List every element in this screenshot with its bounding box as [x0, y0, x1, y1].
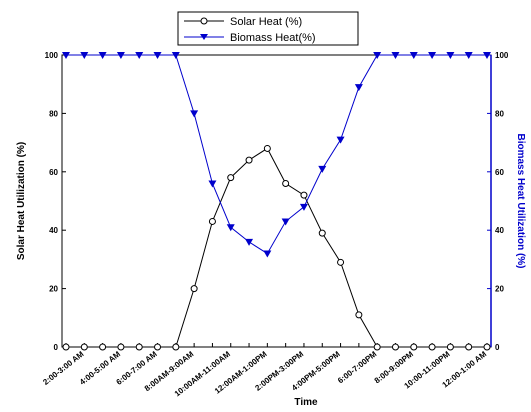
biomass-data-point — [446, 52, 455, 59]
x-axis-title: Time — [294, 397, 318, 408]
right-y-tick-label: 60 — [495, 168, 504, 177]
biomass-data-point — [116, 52, 125, 59]
right-y-tick-label: 20 — [495, 285, 504, 294]
series-line-solar — [66, 147, 487, 348]
solar-data-point — [428, 343, 436, 351]
biomass-data-point — [263, 250, 272, 258]
solar-data-point — [135, 343, 143, 351]
solar-data-point — [62, 343, 70, 351]
solar-data-point — [245, 156, 253, 164]
biomass-data-point — [135, 52, 144, 59]
legend: Solar Heat (%) Biomass Heat(%) — [177, 11, 359, 46]
biomass-data-point — [464, 52, 473, 59]
legend-biomass-label: Biomass Heat(%) — [230, 32, 316, 44]
right-y-tick-label: 40 — [495, 226, 504, 235]
biomass-data-point — [153, 52, 162, 59]
biomass-data-point — [98, 52, 107, 59]
biomass-data-point — [245, 238, 254, 246]
biomass-data-point — [409, 52, 418, 59]
right-y-tick-label: 80 — [495, 109, 504, 118]
biomass-data-point — [171, 52, 180, 59]
biomass-data-point — [336, 136, 345, 144]
plot-frame — [61, 54, 492, 348]
solar-data-point — [227, 174, 235, 182]
solar-data-point — [465, 343, 473, 351]
solar-data-point — [99, 343, 107, 351]
legend-box — [177, 11, 359, 46]
biomass-data-point — [208, 180, 217, 188]
biomass-data-point — [80, 52, 89, 59]
solar-data-point — [172, 343, 180, 351]
legend-solar-marker-icon — [200, 17, 208, 25]
solar-data-point — [154, 343, 162, 351]
biomass-data-point — [373, 52, 382, 59]
solar-data-point — [117, 343, 125, 351]
left-y-axis-title: Solar Heat Utilization (%) — [16, 142, 27, 260]
series-line-biomass — [66, 54, 487, 255]
biomass-data-point — [354, 84, 363, 92]
left-y-tick-label: 80 — [49, 109, 58, 118]
solar-data-point — [391, 343, 399, 351]
biomass-data-point — [391, 52, 400, 59]
solar-data-point — [190, 285, 198, 293]
series-layer — [62, 52, 491, 351]
solar-data-point — [318, 229, 326, 237]
left-y-tick-label: 40 — [49, 226, 58, 235]
legend-biomass-marker-icon — [200, 34, 208, 40]
right-y-tick-label: 0 — [495, 343, 500, 352]
biomass-data-point — [190, 110, 199, 118]
left-y-tick-label: 100 — [45, 51, 59, 60]
solar-data-point — [337, 258, 345, 266]
solar-data-point — [373, 343, 381, 351]
solar-data-point — [446, 343, 454, 351]
biomass-data-point — [281, 218, 290, 226]
biomass-data-point — [318, 165, 327, 173]
solar-data-point — [282, 179, 290, 187]
solar-data-point — [208, 217, 216, 225]
left-y-axis: 0 20 40 60 80 100 — [45, 51, 66, 352]
solar-data-point — [80, 343, 88, 351]
left-y-tick-label: 60 — [49, 168, 58, 177]
solar-data-point — [300, 191, 308, 199]
biomass-data-point — [428, 52, 437, 59]
solar-data-point — [483, 343, 491, 351]
solar-data-point — [355, 311, 363, 319]
biomass-data-point — [62, 52, 70, 59]
x-axis: 2:00-3:00 AM4:00-5:00 AM6:00-7:00 AM8:00… — [41, 343, 488, 398]
legend-solar-label: Solar Heat (%) — [230, 16, 302, 28]
solar-data-point — [263, 144, 271, 152]
solar-data-point — [410, 343, 418, 351]
right-y-axis-title: Biomass Heat Utilization (%) — [515, 133, 526, 268]
biomass-data-point — [299, 203, 308, 211]
biomass-data-point — [226, 224, 235, 232]
x-tick-label: 6:00-7:00PM — [336, 349, 379, 385]
right-y-tick-label: 100 — [495, 51, 509, 60]
biomass-data-point — [483, 52, 491, 59]
left-y-tick-label: 20 — [49, 285, 58, 294]
right-y-axis: 0 20 40 60 80 100 — [487, 51, 509, 352]
left-y-tick-label: 0 — [54, 343, 59, 352]
